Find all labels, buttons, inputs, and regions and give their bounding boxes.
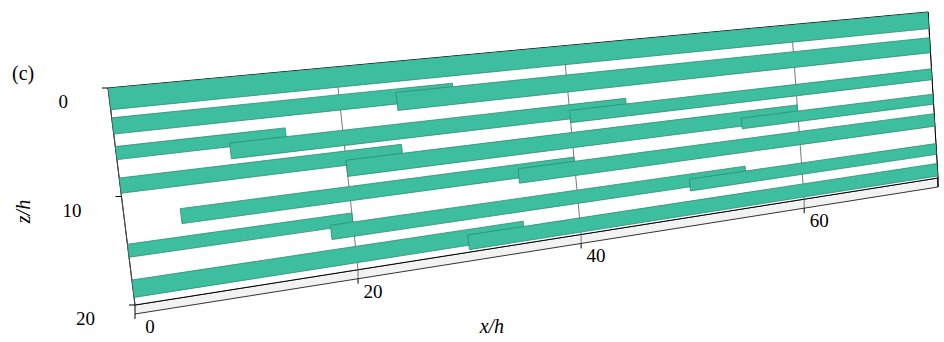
z-tick-label: 10 [63, 200, 82, 221]
x-axis-title: x/h [479, 315, 504, 337]
z-tick-label: 20 [76, 308, 95, 329]
streak [230, 98, 627, 158]
z-tick [102, 88, 108, 89]
figure: 0 20 40 60 0 10 20 x/h z/h (c) [0, 0, 944, 342]
x-tick-label: 60 [810, 210, 829, 231]
streak [180, 157, 575, 224]
plot-frame [108, 12, 938, 305]
x-tick-label: 40 [587, 245, 606, 266]
x-tick [358, 279, 359, 284]
panel-label: (c) [12, 62, 34, 85]
streak [468, 163, 938, 249]
x-tick-label: 20 [364, 281, 383, 302]
z-tick-label: 0 [59, 91, 69, 112]
x-tick [581, 243, 582, 248]
x-tick-label: 0 [145, 316, 155, 337]
z-tick [116, 196, 122, 197]
z-tick [129, 305, 135, 306]
x-tick [135, 314, 136, 319]
streak [127, 213, 353, 257]
streak [132, 221, 525, 297]
marks [108, 12, 938, 297]
z-axis-title: z/h [12, 200, 34, 224]
x-tick [804, 208, 805, 213]
